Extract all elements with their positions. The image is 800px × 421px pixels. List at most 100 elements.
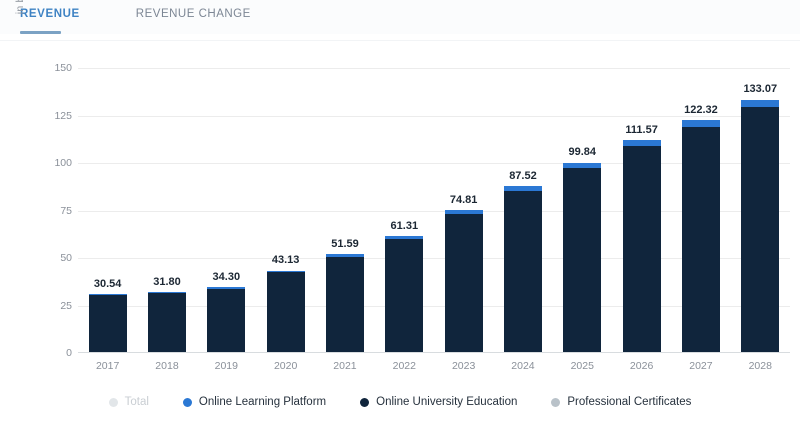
- bar-column[interactable]: 34.30: [197, 68, 256, 353]
- bar-value-label: 34.30: [212, 270, 241, 283]
- bar-segment-online-learning-platform[interactable]: [88, 293, 127, 296]
- bar-stack[interactable]: [385, 235, 424, 353]
- bar-column[interactable]: 51.59: [315, 68, 374, 353]
- bar-column[interactable]: 30.54: [78, 68, 137, 353]
- plot-area: 30.54 31.80 34.30 43.13 51.59 61.31 74.81 87.52…: [78, 68, 790, 353]
- x-axis-line: [78, 352, 790, 353]
- bar-value-label: 61.31: [390, 219, 419, 232]
- legend-item[interactable]: Professional Certificates: [551, 396, 691, 408]
- bar-segment-online-learning-platform[interactable]: [563, 162, 602, 169]
- x-axis-tick: 2021: [333, 360, 357, 372]
- legend-item[interactable]: Online University Education: [360, 396, 517, 408]
- bar-segment-online-university-education[interactable]: [147, 293, 186, 352]
- y-axis-tick: 125: [54, 109, 72, 122]
- bar-stack[interactable]: [622, 140, 661, 353]
- bar-stack[interactable]: [88, 293, 127, 353]
- bar-column[interactable]: 31.80: [137, 68, 196, 353]
- bar-value-label: 133.07: [743, 83, 778, 96]
- bar-value-label: 30.54: [93, 277, 122, 290]
- bar-column[interactable]: 74.81: [434, 68, 493, 353]
- chart-legend: Total Online Learning Platform Online Univ…: [0, 390, 800, 414]
- bar-stack[interactable]: [563, 162, 602, 353]
- bar-segment-online-learning-platform[interactable]: [266, 270, 305, 273]
- bar-stack[interactable]: [681, 120, 720, 353]
- bar-stack[interactable]: [741, 100, 780, 353]
- bar-segment-online-learning-platform[interactable]: [622, 140, 661, 147]
- bar-stack[interactable]: [147, 291, 186, 353]
- x-axis-tick: 2017: [95, 360, 120, 372]
- bar-segment-online-university-education[interactable]: [503, 190, 542, 352]
- y-axis-tick: 50: [60, 252, 72, 264]
- bar-value-label: 87.52: [509, 169, 537, 182]
- tab-revenue-label: REVENUE: [20, 8, 80, 20]
- gridline: [78, 258, 790, 259]
- y-axis-tick: 25: [60, 299, 72, 312]
- legend-label: Professional Certificates: [567, 396, 692, 408]
- x-axis-tick: 2019: [214, 360, 238, 372]
- bar-stack[interactable]: [325, 254, 364, 353]
- bar-segment-online-learning-platform[interactable]: [207, 287, 246, 289]
- bar-segment-online-university-education[interactable]: [207, 288, 246, 352]
- tab-bar-divider: [0, 40, 800, 41]
- bar-segment-online-university-education[interactable]: [741, 107, 780, 352]
- bar-segment-online-university-education[interactable]: [88, 295, 127, 352]
- bar-value-label: 31.80: [153, 275, 181, 288]
- bar-stack[interactable]: [207, 287, 246, 353]
- bar-stack[interactable]: [503, 186, 542, 353]
- bar-segment-online-learning-platform[interactable]: [147, 291, 186, 294]
- bar-segment-online-learning-platform[interactable]: [444, 210, 483, 215]
- bar-column[interactable]: 61.31: [375, 68, 434, 353]
- bar-column[interactable]: 87.52: [493, 68, 552, 353]
- legend-item[interactable]: Online Learning Platform: [182, 396, 326, 408]
- bar-value-label: 122.32: [684, 103, 718, 116]
- bar-segment-online-university-education[interactable]: [266, 272, 305, 352]
- bar-segment-online-learning-platform[interactable]: [681, 120, 720, 127]
- bar-value-label: 43.13: [271, 254, 300, 267]
- x-axis-labels: 2017 2018 2019 2020 2021 2022 2023 2024 2025 2026…: [78, 355, 790, 377]
- bar-segment-online-learning-platform[interactable]: [325, 254, 364, 257]
- bar-segment-online-university-education[interactable]: [681, 126, 720, 352]
- bar-segment-online-university-education[interactable]: [444, 214, 483, 352]
- bar-segment-online-learning-platform[interactable]: [503, 186, 542, 191]
- tab-revenue[interactable]: REVENUE: [10, 8, 90, 20]
- bar-value-label: 99.84: [568, 146, 597, 159]
- bar-column[interactable]: 99.84: [553, 68, 612, 353]
- x-axis-tick: 2027: [689, 360, 713, 372]
- bar-stack[interactable]: [266, 270, 305, 353]
- legend-item[interactable]: Total: [108, 396, 149, 408]
- tab-revenue-change[interactable]: REVENUE CHANGE: [126, 8, 261, 20]
- bar-segment-online-university-education[interactable]: [622, 146, 661, 352]
- y-axis-tick: 75: [60, 204, 72, 217]
- y-axis-tick: 100: [54, 157, 72, 169]
- active-tab-underline: [20, 31, 61, 34]
- bar-column[interactable]: 111.57: [612, 68, 671, 353]
- bar-column[interactable]: 133.07: [731, 68, 790, 353]
- bar-series-group: 30.54 31.80 34.30 43.13 51.59 61.31 74.81 87.52…: [78, 68, 790, 353]
- bar-segment-online-learning-platform[interactable]: [741, 100, 780, 108]
- bar-stack[interactable]: [444, 210, 483, 353]
- gridline: [78, 68, 790, 69]
- bar-segment-online-university-education[interactable]: [325, 256, 364, 352]
- bar-segment-online-university-education[interactable]: [563, 168, 602, 352]
- x-axis-tick: 2020: [273, 360, 298, 372]
- bar-segment-online-learning-platform[interactable]: [385, 235, 424, 239]
- y-axis-ticks: 0 25 50 75 100 125 150: [0, 62, 72, 359]
- bar-value-label: 51.59: [331, 237, 359, 250]
- y-axis-tick: 0: [66, 347, 72, 359]
- bar-column[interactable]: 122.32: [671, 68, 730, 353]
- tab-revenue-change-label: REVENUE CHANGE: [135, 8, 251, 20]
- x-axis-tick: 2024: [511, 360, 535, 372]
- bar-column[interactable]: 43.13: [256, 68, 315, 353]
- gridline: [78, 163, 790, 164]
- legend-label: Online University Education: [376, 396, 518, 408]
- y-axis-tick: 150: [54, 62, 72, 74]
- bar-value-label: 111.57: [625, 124, 658, 137]
- bar-segment-online-university-education[interactable]: [385, 238, 424, 352]
- legend-color-dot-icon: [182, 397, 192, 407]
- gridline: [78, 305, 790, 307]
- gridline: [78, 210, 790, 212]
- legend-label: Total: [124, 396, 149, 408]
- x-axis-tick: 2022: [392, 360, 416, 372]
